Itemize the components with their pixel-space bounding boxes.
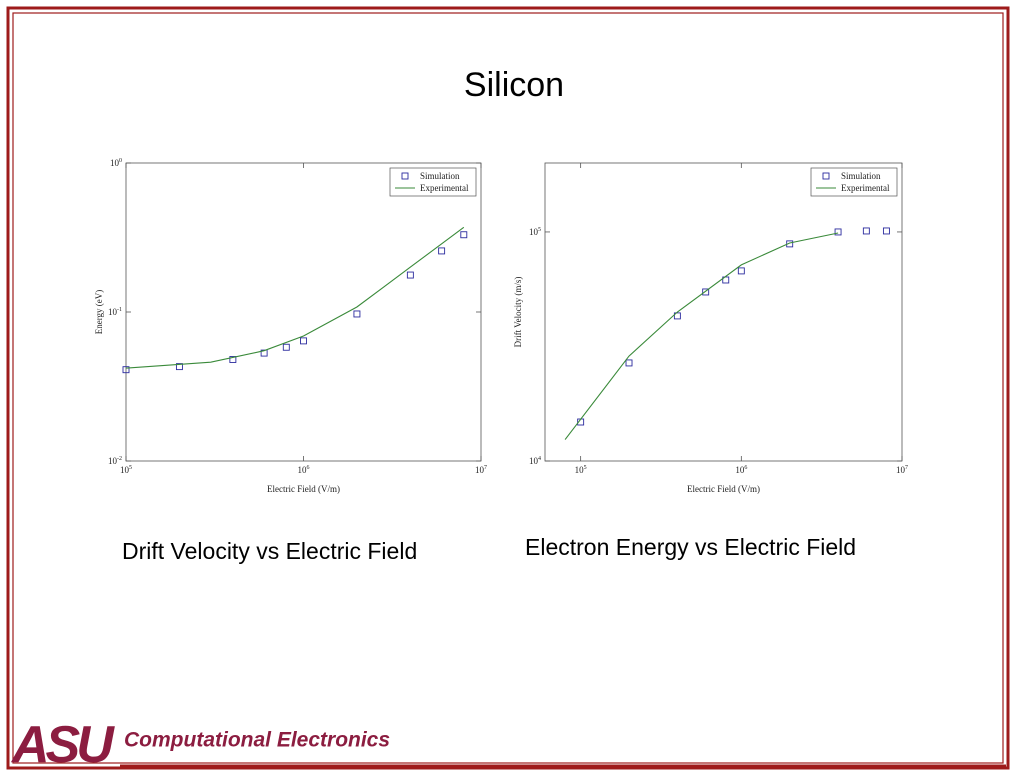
legend-label: Simulation: [841, 171, 881, 181]
legend-label: Simulation: [420, 171, 460, 181]
simulation-marker: [882, 227, 890, 235]
caption: Electron Energy vs Electric Field: [525, 534, 856, 560]
legend-label: Experimental: [841, 183, 890, 193]
x-tick-label: 105: [120, 465, 132, 475]
simulation-marker: [353, 310, 361, 318]
x-tick-label: 106: [735, 465, 747, 475]
x-axis-label: Electric Field (V/m): [267, 484, 340, 494]
x-tick-label: 107: [896, 465, 908, 475]
simulation-marker: [438, 247, 446, 255]
legend-swatch: [822, 172, 830, 180]
experimental-line: [564, 232, 839, 440]
legend-label: Experimental: [420, 183, 469, 193]
legend-swatch: [401, 172, 409, 180]
simulation-marker: [229, 356, 237, 363]
simulation-marker: [625, 359, 633, 367]
simulation-marker: [460, 231, 468, 239]
logo: ASU: [10, 716, 115, 774]
footer-text: Computational Electronics: [124, 729, 390, 752]
frame-inner: [12, 12, 1004, 764]
y-tick-label: 10-1: [108, 307, 122, 317]
plot-area: [544, 162, 903, 462]
y-axis-label: Energy (eV): [94, 290, 104, 335]
caption: Drift Velocity vs Electric Field: [122, 538, 417, 564]
slide-title: Silicon: [464, 66, 564, 104]
y-tick-label: 104: [529, 456, 541, 466]
simulation-marker: [175, 363, 183, 371]
plot-area: [125, 162, 482, 462]
simulation-marker: [834, 228, 842, 236]
y-tick-label: 105: [529, 227, 541, 237]
x-tick-label: 106: [298, 465, 310, 475]
simulation-marker: [702, 288, 710, 296]
simulation-marker: [673, 312, 681, 320]
simulation-marker: [122, 366, 130, 374]
simulation-marker: [282, 343, 290, 351]
y-tick-label: 10-2: [108, 456, 122, 466]
simulation-marker: [862, 227, 870, 235]
simulation-marker: [737, 267, 745, 275]
y-tick-label: 100: [110, 158, 122, 168]
y-axis-label: Drift Velocity (m/s): [513, 277, 523, 348]
x-axis-label: Electric Field (V/m): [687, 484, 760, 494]
frame-outer: [6, 6, 1010, 770]
simulation-marker: [300, 337, 307, 345]
simulation-marker: [260, 349, 268, 357]
x-tick-label: 107: [475, 465, 487, 475]
experimental-line: [125, 226, 465, 369]
simulation-marker: [406, 271, 414, 279]
x-tick-label: 105: [575, 465, 587, 475]
